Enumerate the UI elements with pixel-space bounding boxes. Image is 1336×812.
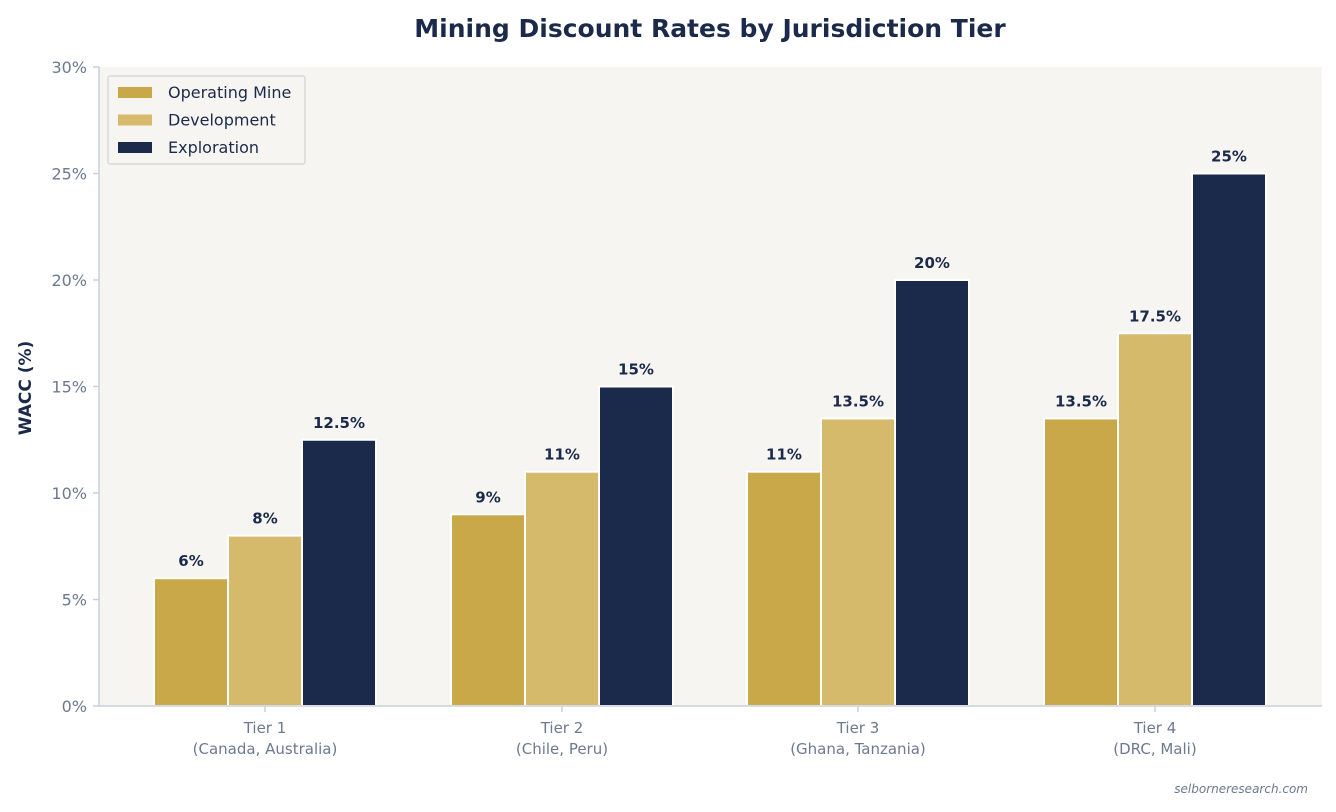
y-axis-label: WACC (%): [16, 341, 36, 436]
bar: [227, 534, 303, 707]
bar: [301, 438, 377, 707]
y-tick-label: 5%: [62, 591, 87, 610]
data-label: 13.5%: [1055, 392, 1107, 410]
chart-title: Mining Discount Rates by Jurisdiction Ti…: [414, 14, 1006, 43]
legend-swatch: [118, 142, 152, 153]
data-label: 13.5%: [832, 392, 884, 410]
data-label: 20%: [914, 254, 950, 272]
y-tick-label: 25%: [51, 165, 87, 184]
y-tick-label: 20%: [51, 271, 87, 290]
legend: Operating Mine Development Exploration: [107, 75, 306, 165]
bars: [153, 172, 1267, 708]
data-label: 15%: [618, 361, 654, 379]
y-ticks: 0% 5% 10% 15% 20% 25% 30%: [51, 58, 99, 716]
x-tick-label: Tier 3: [836, 719, 880, 737]
x-tick-label: Tier 4: [1133, 719, 1177, 737]
bar: [746, 470, 822, 708]
bar: [820, 417, 896, 707]
data-label: 11%: [544, 446, 580, 464]
bar: [1117, 332, 1193, 707]
y-tick-label: 0%: [62, 697, 87, 716]
data-label: 25%: [1211, 148, 1247, 166]
x-tick-label: Tier 2: [540, 719, 584, 737]
x-tick-label: (Chile, Peru): [516, 740, 608, 758]
y-tick-label: 15%: [51, 378, 87, 397]
data-labels: 6% 9% 11% 13.5% 8% 11% 13.5% 17.5% 12.5% 15% 20% 25…: [178, 148, 1247, 571]
data-label: 11%: [766, 446, 802, 464]
data-label: 12.5%: [313, 414, 365, 432]
legend-swatch: [118, 114, 152, 126]
x-tick-label: (Ghana, Tanzania): [790, 740, 926, 758]
bar: [524, 470, 600, 708]
bar: [153, 577, 229, 708]
legend-label: Exploration: [168, 138, 259, 157]
bar: [598, 385, 674, 707]
x-tick-label: (DRC, Mali): [1113, 740, 1196, 758]
legend-swatch: [118, 87, 152, 98]
bar: [1191, 172, 1267, 707]
bar: [894, 279, 970, 707]
y-tick-label: 30%: [51, 58, 87, 77]
data-label: 6%: [178, 552, 203, 570]
bar: [450, 513, 526, 707]
legend-box: [107, 75, 306, 165]
data-label: 17.5%: [1129, 307, 1181, 325]
source-note: selborneresearch.com: [1174, 782, 1308, 796]
legend-label: Development: [168, 111, 276, 130]
data-label: 8%: [252, 510, 277, 528]
y-tick-label: 10%: [51, 484, 87, 503]
x-ticks: Tier 1 (Canada, Australia) Tier 2 (Chile, P…: [193, 706, 1197, 758]
legend-label: Operating Mine: [168, 83, 291, 102]
data-label: 9%: [475, 488, 500, 506]
x-tick-label: (Canada, Australia): [193, 740, 338, 758]
x-tick-label: Tier 1: [243, 719, 287, 737]
bar: [1043, 417, 1119, 707]
